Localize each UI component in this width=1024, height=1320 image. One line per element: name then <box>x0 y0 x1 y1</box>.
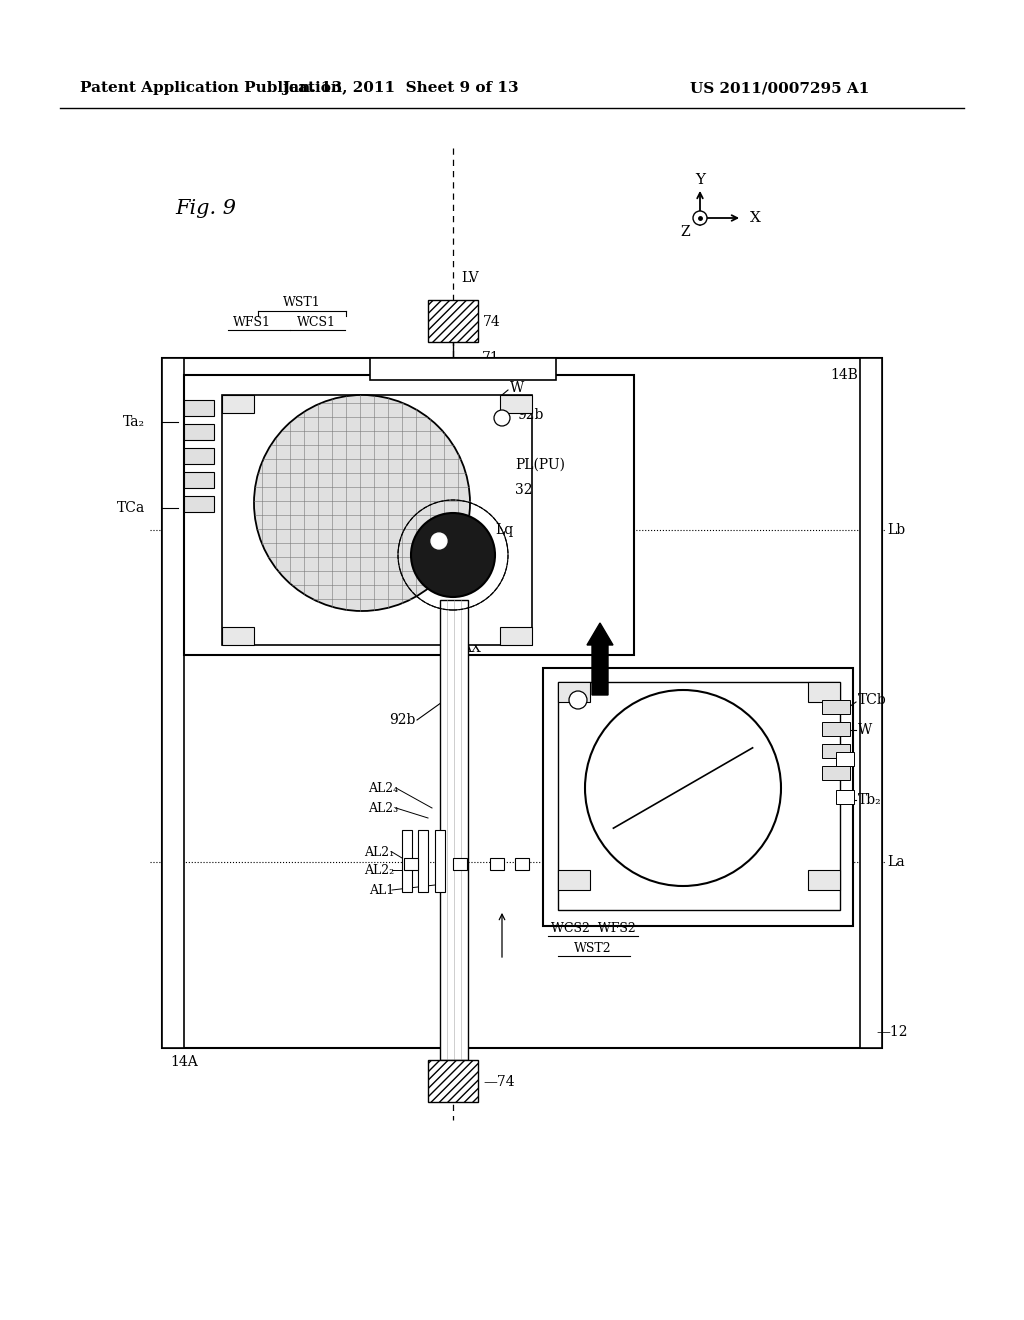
Bar <box>428 1060 478 1102</box>
Bar <box>418 830 428 892</box>
Text: TCa: TCa <box>117 502 145 515</box>
Bar <box>184 473 214 488</box>
Bar <box>184 400 214 416</box>
Text: WFS1: WFS1 <box>233 315 271 329</box>
Bar <box>808 870 840 890</box>
Bar <box>184 375 634 655</box>
Bar <box>370 358 556 380</box>
Bar <box>808 682 840 702</box>
Circle shape <box>254 395 470 611</box>
Bar <box>822 744 850 758</box>
Text: WST2: WST2 <box>574 941 611 954</box>
Bar <box>222 395 254 413</box>
Text: PL(PU): PL(PU) <box>515 458 565 473</box>
Bar <box>222 395 532 645</box>
Bar <box>836 789 854 804</box>
Text: 14B: 14B <box>830 368 858 381</box>
Bar <box>453 858 467 870</box>
Bar <box>558 682 590 702</box>
Text: 92b: 92b <box>517 408 544 422</box>
Bar <box>490 858 504 870</box>
Bar <box>428 300 478 342</box>
Text: 92b: 92b <box>389 713 415 727</box>
Bar <box>435 830 445 892</box>
Bar <box>822 722 850 737</box>
Text: Lq: Lq <box>495 523 513 537</box>
Bar <box>184 447 214 465</box>
Text: La: La <box>887 855 904 869</box>
Bar <box>558 870 590 890</box>
Text: Lb: Lb <box>887 523 905 537</box>
Text: 32: 32 <box>515 483 532 498</box>
Text: 74: 74 <box>483 315 501 329</box>
Text: TCb: TCb <box>858 693 887 708</box>
Bar <box>500 395 532 413</box>
Text: 71: 71 <box>482 351 500 366</box>
Bar <box>500 627 532 645</box>
Circle shape <box>431 533 447 549</box>
Text: W: W <box>510 381 524 395</box>
Bar <box>822 766 850 780</box>
Text: AL2₁: AL2₁ <box>364 846 394 858</box>
Bar <box>184 424 214 440</box>
Text: Ta₂: Ta₂ <box>123 414 145 429</box>
Bar <box>860 358 882 1048</box>
Text: LV: LV <box>461 271 478 285</box>
Text: US 2011/0007295 A1: US 2011/0007295 A1 <box>690 81 869 95</box>
Text: AL2₂: AL2₂ <box>364 863 394 876</box>
Text: Patent Application Publication: Patent Application Publication <box>80 81 342 95</box>
Text: AL2₃: AL2₃ <box>368 801 398 814</box>
Bar <box>184 496 214 512</box>
Text: AX: AX <box>461 642 481 655</box>
Text: X: X <box>750 211 761 224</box>
Text: 14A: 14A <box>170 1055 198 1069</box>
Bar <box>440 601 468 1060</box>
Bar <box>222 627 254 645</box>
FancyArrow shape <box>587 623 613 696</box>
Text: WST1: WST1 <box>283 296 321 309</box>
Bar <box>543 668 853 927</box>
Text: Jan. 13, 2011  Sheet 9 of 13: Jan. 13, 2011 Sheet 9 of 13 <box>282 81 518 95</box>
Circle shape <box>569 690 587 709</box>
Bar <box>822 700 850 714</box>
Text: Tb₂: Tb₂ <box>858 793 882 807</box>
Circle shape <box>411 513 495 597</box>
Bar <box>162 358 184 1048</box>
Bar <box>836 752 854 766</box>
Text: —74: —74 <box>483 1074 515 1089</box>
Circle shape <box>693 211 707 224</box>
Bar <box>515 858 529 870</box>
Bar <box>162 358 882 1048</box>
Circle shape <box>585 690 781 886</box>
Text: Fig. 9: Fig. 9 <box>175 198 236 218</box>
Text: Z: Z <box>680 224 690 239</box>
Bar <box>404 858 418 870</box>
Text: AL2₄: AL2₄ <box>368 781 398 795</box>
Text: Y: Y <box>695 173 705 187</box>
Circle shape <box>494 411 510 426</box>
Text: WCS1: WCS1 <box>297 315 336 329</box>
Text: —12: —12 <box>876 1026 907 1039</box>
Text: WCS2  WFS2: WCS2 WFS2 <box>551 921 635 935</box>
Bar <box>558 682 840 909</box>
Text: W: W <box>858 723 872 737</box>
Text: AL1: AL1 <box>369 883 394 896</box>
Bar <box>402 830 412 892</box>
